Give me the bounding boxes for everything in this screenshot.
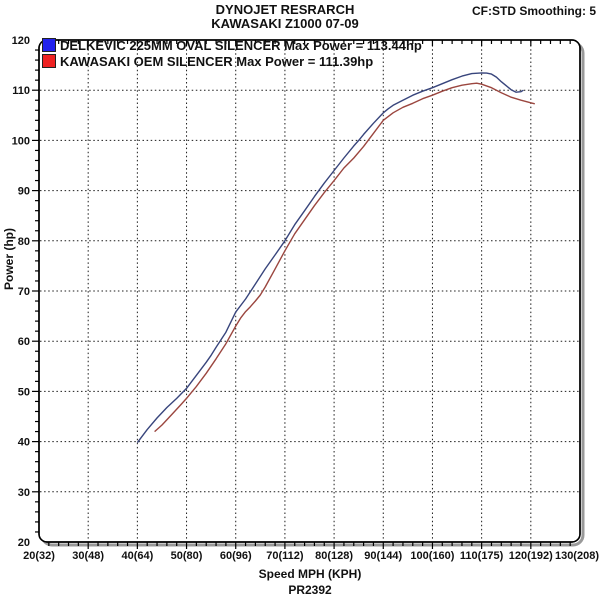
x-tick-label: 100(160): [410, 550, 454, 562]
x-tick-label: 130(208): [555, 550, 599, 562]
chart-subtitle: KAWASAKI Z1000 07-09: [211, 16, 359, 31]
y-tick-label: 90: [18, 186, 30, 198]
legend: DELKEVIC 225MM OVAL SILENCER Max Power =…: [42, 37, 422, 69]
legend-swatch-red-icon: [42, 54, 56, 68]
y-tick-label: 70: [18, 286, 30, 298]
plot-area: [38, 39, 581, 543]
legend-item-delkevic: DELKEVIC 225MM OVAL SILENCER Max Power =…: [42, 37, 422, 53]
legend-item-oem: KAWASAKI OEM SILENCER Max Power = 111.39…: [42, 53, 422, 69]
y-tick-label: 110: [12, 85, 30, 97]
y-tick-label: 40: [18, 437, 30, 449]
cf-smoothing-label: CF:STD Smoothing: 5: [472, 4, 596, 18]
y-tick-label: 60: [18, 336, 30, 348]
x-tick-label: 80(128): [315, 550, 353, 562]
y-tick-label: 100: [12, 135, 30, 147]
legend-swatch-blue-icon: [42, 38, 56, 52]
tick-labels: 20(32) 30(48) 40(64) 50(80) 60(96) 70(112) 80(…: [12, 35, 600, 562]
grid-lines: [40, 41, 579, 541]
x-tick-label: 60(96): [220, 550, 252, 562]
x-tick-label: 110(175): [460, 550, 504, 562]
y-axis-title: Power (hp): [2, 228, 16, 290]
chart-title: DYNOJET RESRARCH: [215, 2, 355, 17]
x-tick-label: 70(112): [266, 550, 304, 562]
legend-label-delkevic: DELKEVIC 225MM OVAL SILENCER Max Power =…: [60, 37, 422, 53]
x-tick-label: 120(192): [509, 550, 553, 562]
chart-footer-run-id: PR2392: [288, 583, 332, 597]
legend-label-oem: KAWASAKI OEM SILENCER Max Power = 111.39…: [60, 53, 374, 69]
y-tick-label: 30: [18, 487, 30, 499]
power-curve-oem: [154, 82, 535, 433]
y-tick-label: 120: [12, 35, 30, 47]
y-tick-label: 50: [18, 386, 30, 398]
x-tick-label: 20(32): [23, 550, 55, 562]
x-tick-label: 30(48): [72, 550, 104, 562]
x-tick-label: 90(144): [364, 550, 402, 562]
x-axis-title: Speed MPH (KPH): [258, 567, 362, 581]
chart-header: DYNOJET RESRARCH KAWASAKI Z1000 07-09: [35, 3, 535, 31]
x-tick-label: 40(64): [121, 550, 153, 562]
x-tick-label: 50(80): [171, 550, 203, 562]
y-tick-label: 20: [18, 537, 30, 549]
power-curve-delkevic: [136, 72, 524, 444]
plot-border: [38, 39, 581, 543]
y-tick-label: 80: [18, 236, 30, 248]
